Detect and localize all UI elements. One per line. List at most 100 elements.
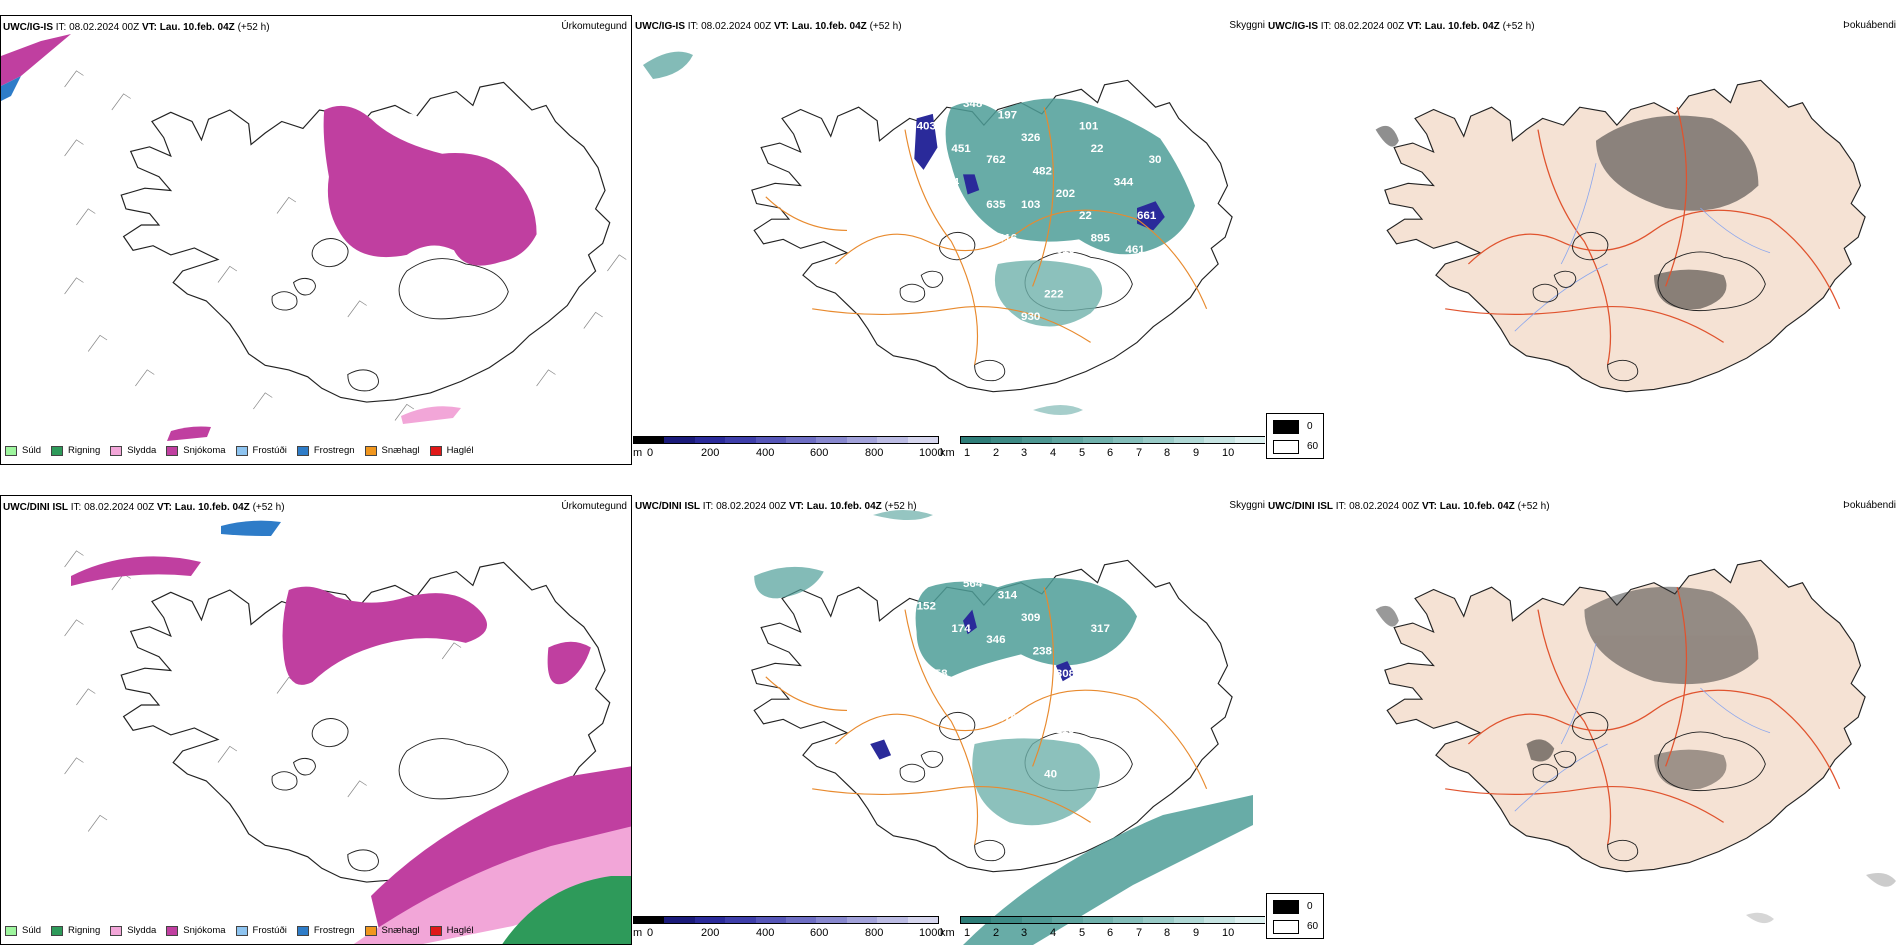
vis-colorbar [960, 916, 1265, 924]
fog-blob-se [1866, 873, 1896, 887]
colorbar-segment [725, 437, 756, 443]
run-header: UWC/IG-IS IT: 08.02.2024 00Z VT: Lau. 10… [635, 21, 902, 32]
cloud-base-label: 88 [1125, 724, 1138, 736]
fog-panel-row1: UWC/IG-IS IT: 08.02.2024 00Z VT: Lau. 10… [1266, 15, 1900, 465]
legend-label: Haglél [446, 445, 474, 456]
cloud-base-label: 186 [1137, 690, 1156, 702]
snow-area-ne [547, 641, 591, 685]
fog-panel-row2: UWC/DINI ISL IT: 08.02.2024 00Z VT: Lau.… [1266, 495, 1900, 945]
legend-label: Slydda [127, 925, 157, 936]
colorbar-segment [1234, 917, 1265, 923]
legend-item: Haglél [429, 925, 474, 936]
colorbar-segment [907, 917, 939, 923]
fog-key-swatch-0 [1273, 420, 1299, 434]
colorbar-segment [786, 437, 817, 443]
colorbar-tick-label: 800 [865, 447, 884, 459]
cloud-base-label: 174 [951, 623, 971, 635]
colorbar-segment [755, 917, 787, 923]
vis-ticks: 1 2 3 4 5 6 7 8 9 10 [960, 927, 1265, 941]
colorbar-segment [816, 437, 847, 443]
low-cloud [914, 113, 1165, 231]
legend-label: Frostregn [313, 925, 355, 936]
colorbar-segment [991, 437, 1022, 443]
cloud-base-label: 348 [963, 98, 982, 110]
snow-area-nw [1, 34, 71, 86]
colorbar-segment [961, 917, 992, 923]
colorbar-segment [991, 917, 1022, 923]
legend-label: Frostregn [313, 445, 355, 456]
colorbar-tick-label: 800 [865, 927, 884, 939]
colorbar-tick-label: 400 [756, 927, 775, 939]
colorbar-tick-label: 7 [1136, 447, 1143, 459]
snow-strip-n [71, 556, 201, 586]
colorbar-segment [1143, 437, 1174, 443]
colorbar-tick-label: 200 [701, 447, 720, 459]
colorbar-tick-label: 200 [701, 927, 720, 939]
colorbar-tick-label: 1 [964, 447, 971, 459]
run-header: UWC/IG-IS IT: 08.02.2024 00Z VT: Lau. 10… [1268, 21, 1535, 32]
run-header: UWC/IG-IS IT: 08.02.2024 00Z VT: Lau. 10… [3, 22, 270, 33]
colorbar-tick-label: 6 [1107, 447, 1114, 459]
colorbar-segment [1173, 917, 1205, 923]
vis-area [915, 578, 1137, 677]
run-header: UWC/DINI ISL IT: 08.02.2024 00Z VT: Lau.… [3, 502, 285, 513]
precip-legend: Súld Rigning Slydda Snjókoma Frostúði Frostre… [5, 445, 474, 456]
legend-swatch [429, 445, 442, 456]
legend-swatch [51, 445, 64, 456]
colorbar-segment [1082, 917, 1114, 923]
colorbar-segment [816, 917, 847, 923]
fog-key: 0 60 [1266, 893, 1324, 939]
colorbar-segment [664, 437, 695, 443]
rain-south [502, 876, 631, 944]
legend-label: Slydda [127, 445, 157, 456]
panel-title: Skyggni [1229, 20, 1265, 31]
legend-item: Rigning [51, 925, 100, 936]
legend-item: Snjókoma [166, 445, 226, 456]
fog-key-label-1: 60 [1307, 921, 1319, 932]
fog-key-swatch-0 [1273, 900, 1299, 914]
colorbar-segment [694, 917, 726, 923]
legend-swatch [364, 445, 377, 456]
fog-blob-s [1746, 912, 1774, 924]
legend-swatch [5, 925, 17, 936]
colorbar-segment [1204, 437, 1235, 443]
fog-key-label-1: 60 [1307, 441, 1319, 452]
colorbar-tick-label: 6 [1107, 927, 1114, 939]
legend-item: Frostregn [296, 925, 355, 936]
cloud-base-label: 644 [940, 177, 960, 189]
legend-item: Slydda [110, 925, 156, 936]
legend-label: Frostúði [252, 925, 287, 936]
cloud-base-label: 661 [1137, 210, 1157, 222]
colorbar-tick-label: 3 [1021, 927, 1028, 939]
colorbar-segment [907, 437, 939, 443]
legend-label: Snæhagl [381, 925, 420, 936]
legend-item: Snjókoma [166, 925, 226, 936]
cloud-base-label: 326 [1021, 132, 1040, 144]
legend-swatch [429, 925, 442, 936]
legend-swatch [235, 445, 248, 456]
cloud-panel-row2: 564 314 309 152 174 346 238 308 317 358 269 290 233 1… [633, 495, 1265, 945]
cloud-map: 5643143091521743462383083173582692902331… [751, 510, 1253, 945]
legend-label: Súld [22, 925, 42, 936]
colorbar-segment [725, 917, 756, 923]
cloud-base-label: 202 [1056, 188, 1075, 200]
panel-title: Skyggni [1229, 500, 1265, 511]
colorbar-tick-label: 1 [964, 927, 971, 939]
precip-legend: Súld Rigning Slydda Snjókoma Frostúði Frostre… [5, 925, 474, 936]
sleet-south [353, 826, 631, 944]
legend-swatch [5, 445, 17, 456]
cloud-base-label: 116 [1056, 724, 1075, 736]
colorbar-tick-label: 7 [1136, 927, 1143, 939]
legend-swatch [166, 445, 179, 456]
colorbar-tick-label: 0 [647, 447, 654, 459]
colorbar-tick-label: 3 [1021, 447, 1028, 459]
legend-label: Frostúði [252, 445, 287, 456]
fog-map [1375, 559, 1896, 924]
vis-area-s [972, 738, 1100, 826]
colorbar-segment [1204, 917, 1235, 923]
colorbar-segment [1113, 917, 1144, 923]
legend-item: Súld [5, 925, 41, 936]
cloud-base-label: 482 [1033, 166, 1052, 178]
colorbar-tick-label: 9 [1193, 927, 1200, 939]
base-unit: m [633, 927, 643, 939]
